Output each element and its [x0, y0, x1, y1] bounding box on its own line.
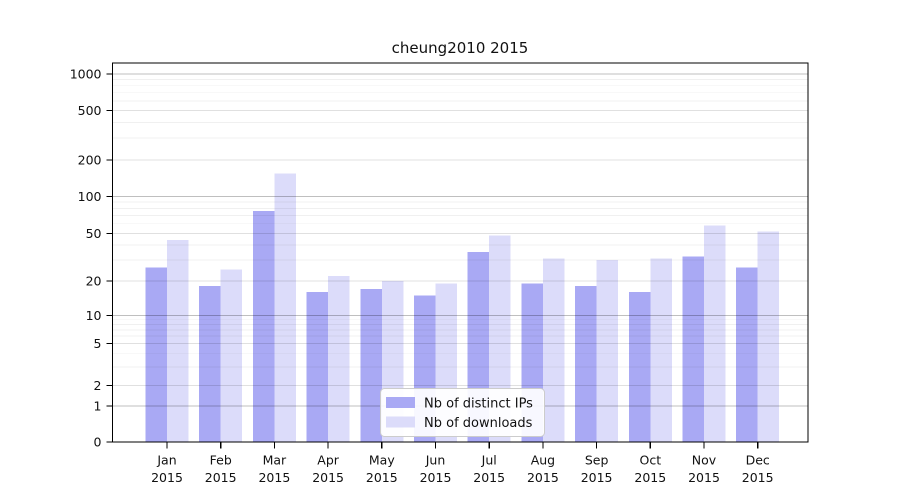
bar-mar-downloads [274, 173, 296, 442]
x-tick-label-month: Feb [210, 453, 232, 468]
x-tick-label-month: Aug [531, 453, 555, 468]
bar-apr-distinct-ips [306, 292, 329, 442]
x-tick-label-month: Oct [639, 453, 661, 468]
y-tick-label: 50 [86, 226, 102, 241]
bar-nov-distinct-ips [682, 256, 704, 442]
y-tick-label: 500 [78, 103, 102, 118]
bar-oct-downloads [650, 258, 672, 442]
y-tick-label: 100 [78, 189, 102, 204]
bar-sep-distinct-ips [575, 286, 597, 442]
x-tick-label-year: 2015 [742, 470, 774, 485]
y-tick-label: 1 [94, 399, 102, 414]
y-tick-label: 10 [86, 308, 102, 323]
bar-oct-distinct-ips [628, 292, 651, 442]
bar-feb-downloads [220, 269, 243, 442]
y-tick-label: 200 [78, 153, 102, 168]
x-tick-label-year: 2015 [366, 470, 398, 485]
chart-title: cheung2010 2015 [392, 39, 529, 57]
x-tick-label-month: Jun [425, 453, 446, 468]
grid-layer [112, 73, 808, 407]
bar-aug-downloads [542, 258, 565, 442]
x-tick-label-month: Nov [692, 453, 717, 468]
bar-sep-downloads [596, 260, 619, 442]
plot-border [111, 62, 809, 443]
x-tick-label-year: 2015 [205, 470, 237, 485]
x-tick-label-month: May [369, 453, 395, 468]
y-tick-label: 0 [94, 435, 102, 450]
y-tick-label: 20 [86, 274, 102, 289]
x-tick-label-year: 2015 [688, 470, 720, 485]
bar-apr-downloads [328, 276, 350, 442]
legend: Nb of distinct IPs Nb of downloads [380, 388, 545, 437]
x-tick-label-month: Jan [156, 453, 176, 468]
legend-label-downloads: Nb of downloads [424, 416, 533, 431]
bar-dec-downloads [757, 231, 780, 442]
x-tick-label-month: Jul [481, 453, 497, 468]
x-tick-label-month: Apr [317, 453, 339, 468]
bar-dec-distinct-ips [736, 267, 758, 442]
x-tick-label-year: 2015 [258, 470, 290, 485]
y-tick-label: 2 [94, 378, 102, 393]
x-tick-label-month: Mar [263, 453, 287, 468]
y-tick-label: 5 [94, 336, 102, 351]
x-tick-label-year: 2015 [581, 470, 613, 485]
legend-box [380, 388, 545, 437]
bar-nov-downloads [704, 225, 726, 442]
x-tick-label-month: Sep [585, 453, 609, 468]
bar-may-distinct-ips [360, 289, 382, 442]
x-tick-label-year: 2015 [312, 470, 344, 485]
bar-jan-downloads [167, 240, 189, 442]
legend-swatch-downloads [386, 416, 415, 428]
x-tick-label-year: 2015 [527, 470, 559, 485]
x-tick-label-year: 2015 [151, 470, 183, 485]
legend-swatch-distinct-ips [386, 397, 415, 408]
bar-feb-distinct-ips [199, 286, 221, 442]
bar-mar-distinct-ips [252, 211, 275, 442]
x-tick-label-year: 2015 [634, 470, 666, 485]
y-tick-label: 1000 [70, 67, 102, 82]
x-tick-label-year: 2015 [420, 470, 452, 485]
x-tick-label-month: Dec [746, 453, 770, 468]
axes-layer: 0 1 2 5 10 20 50 100 200 500 1000 Jan 2015 Feb 2015 Mar… [70, 62, 809, 485]
legend-label-distinct-ips: Nb of distinct IPs [424, 397, 533, 412]
x-tick-label-year: 2015 [473, 470, 505, 485]
bar-jan-distinct-ips [145, 267, 167, 442]
